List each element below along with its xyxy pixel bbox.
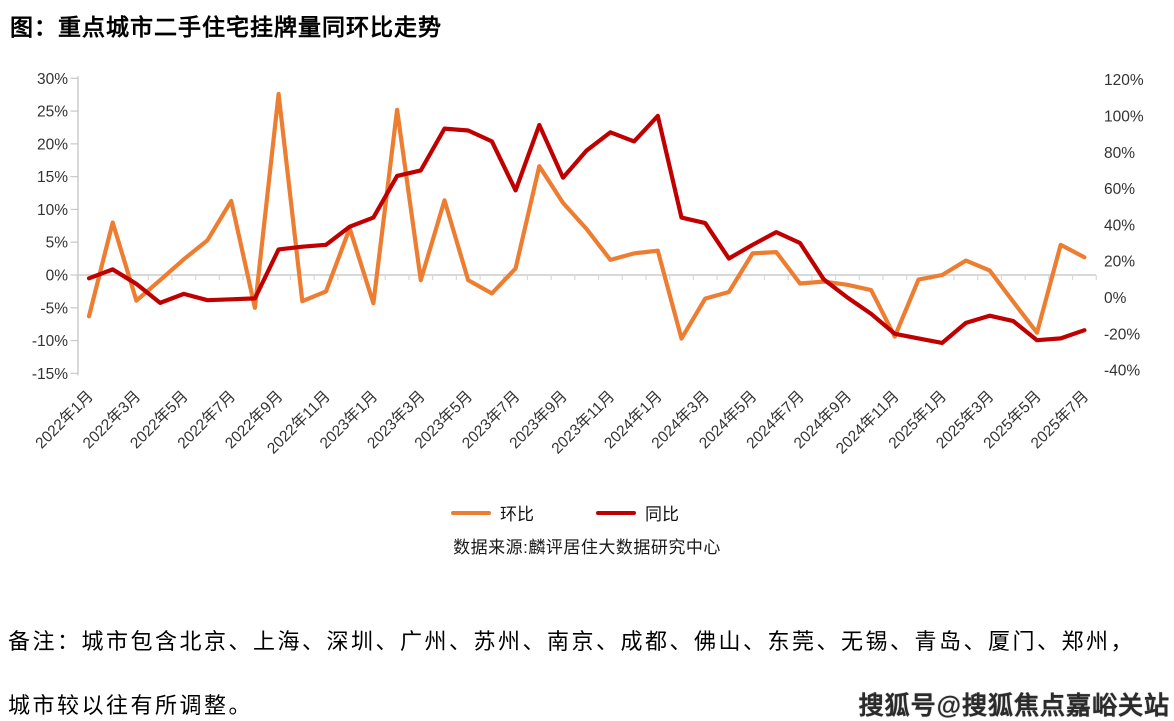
left-axis-tick-label: 0% [46,268,69,285]
left-axis-tick-label: -15% [32,366,68,383]
left-axis-tick-label: -5% [40,300,68,317]
line-chart: 30% 25% 20% 15% 10% 5% 0% -5% -10% -15% 120% 100% 80… [32,71,1144,458]
legend-label-mom: 环比 [500,505,534,524]
left-axis-tick-label: 20% [37,136,68,153]
legend-item-yoy: 同比 [596,500,679,525]
legend-item-mom: 环比 [451,500,534,525]
left-axis-tick-label: 5% [46,235,69,252]
data-source: 数据来源:麟评居住大数据研究中心 [453,538,721,557]
right-axis-tick-label: -40% [1104,363,1140,380]
left-axis-tick-label: 15% [37,169,68,186]
right-axis-tick-label: 60% [1104,181,1135,198]
left-axis-tick-label: 30% [37,71,68,88]
yoy-line-swatch [596,510,636,515]
watermark: 搜狐号@搜狐焦点嘉峪关站 [858,692,1170,720]
right-axis-tick-label: 40% [1104,217,1135,234]
right-axis-tick-label: 20% [1104,254,1135,271]
right-axis-tick-label: 100% [1104,108,1144,125]
yoy-line [86,113,1087,345]
chart-title: 图：重点城市二手住宅挂牌量同环比走势 [10,14,442,40]
mom-line [86,91,1087,341]
right-axis-tick-label: -20% [1104,326,1140,343]
legend: 环比 同比 [0,500,1152,525]
right-axis-tick-label: 120% [1104,72,1144,89]
right-axis-tick-label: 80% [1104,145,1135,162]
left-axis-tick-label: 25% [37,104,68,121]
note-line-1: 备注：城市包含北京、上海、深圳、广州、苏州、南京、成都、佛山、东莞、无锡、青岛、… [8,629,1136,654]
mom-line-swatch [451,510,491,515]
legend-label-yoy: 同比 [645,505,679,524]
left-axis-tick-label: -10% [32,333,68,350]
note-line-2: 城市较以往有所调整。 [8,693,254,718]
left-axis-tick-label: 10% [37,202,68,219]
right-axis-tick-label: 0% [1104,290,1127,307]
